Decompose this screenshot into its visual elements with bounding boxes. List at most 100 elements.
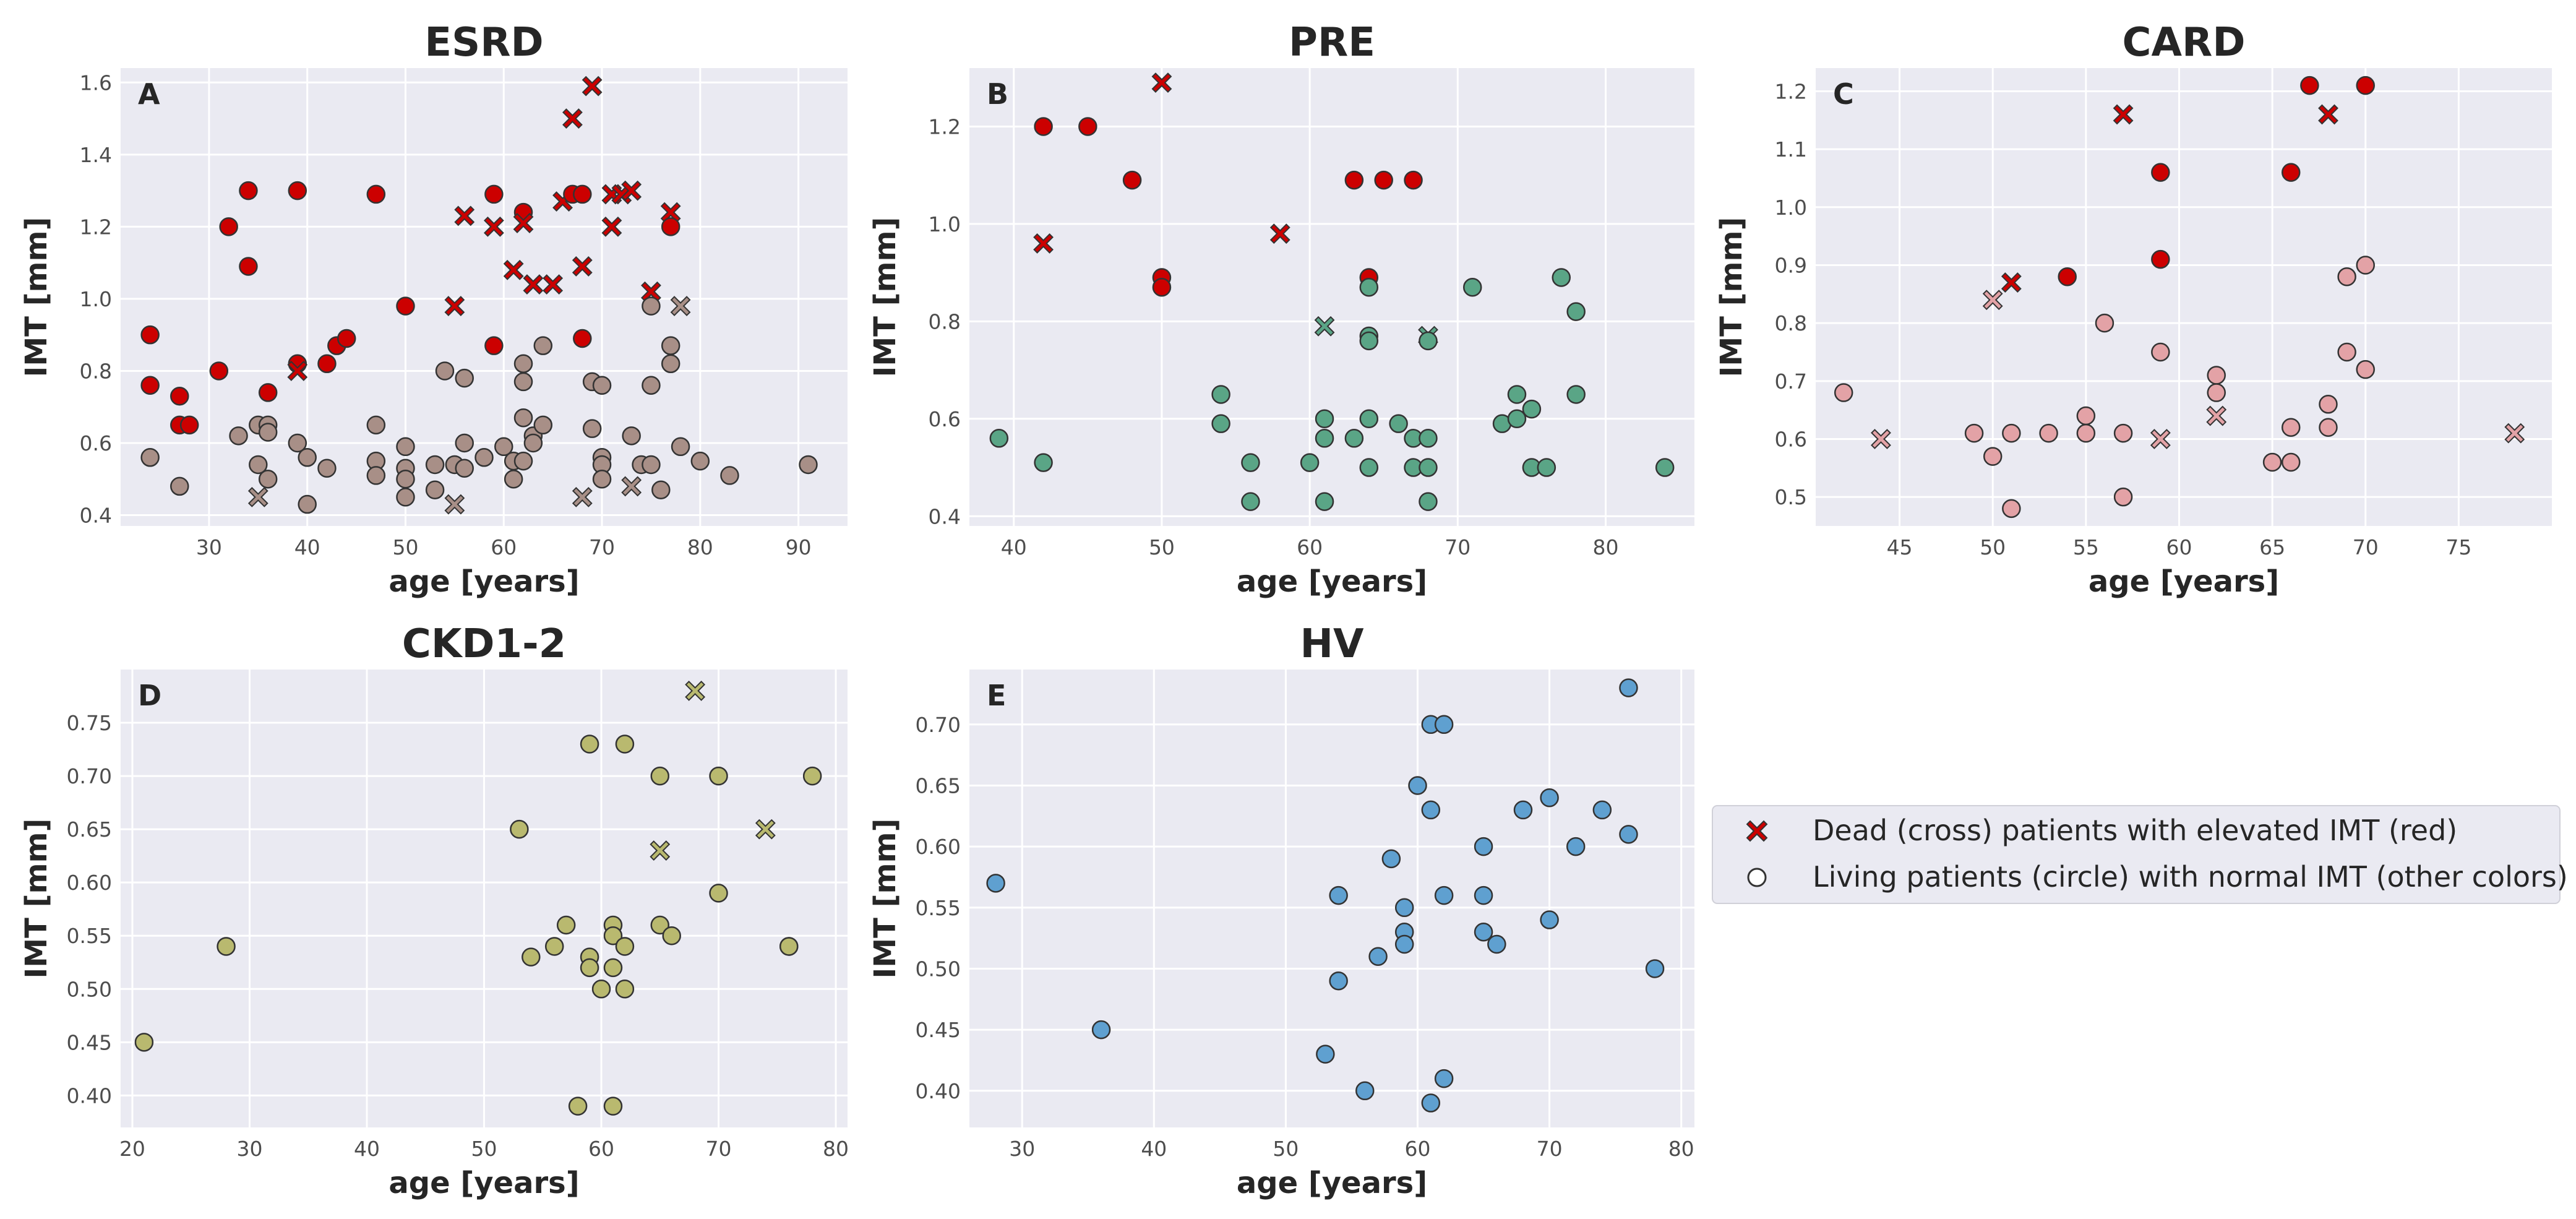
data-point bbox=[1462, 278, 1482, 297]
data-point bbox=[2281, 163, 2301, 182]
data-point-cross bbox=[2113, 104, 2134, 125]
data-point bbox=[1507, 409, 1527, 429]
y-tick-label: 0.55 bbox=[916, 896, 961, 920]
data-point bbox=[1537, 458, 1556, 477]
data-point bbox=[544, 937, 564, 956]
data-point-cross bbox=[572, 486, 593, 507]
y-tick-label: 0.50 bbox=[67, 977, 112, 1001]
y-tick-label: 0.6 bbox=[929, 407, 961, 431]
data-point bbox=[1474, 837, 1493, 856]
data-point-cross bbox=[621, 476, 642, 497]
data-point bbox=[2151, 249, 2170, 269]
x-tick-label: 80 bbox=[687, 535, 713, 559]
panel-b: 40 50 60 70 80 0.4 0.6 0.8 1.0 1.2 PRE age [years] I… bbox=[868, 20, 1694, 599]
legend-box bbox=[1712, 805, 2561, 904]
panel-c: 45 50 55 60 65 70 75 0.5 0.6 0.7 0.8 0.9 1.0 1.1 1.2 CA… bbox=[1714, 20, 2552, 599]
y-tick-label: 1.2 bbox=[929, 114, 961, 139]
data-point bbox=[603, 926, 623, 945]
legend-living-label: Living patients (circle) with normal IMT… bbox=[1813, 860, 2568, 894]
x-tick-label: 50 bbox=[392, 535, 418, 559]
y-tick-label: 0.45 bbox=[916, 1018, 961, 1042]
data-point bbox=[650, 915, 670, 935]
panel-title: CKD1-2 bbox=[402, 621, 566, 667]
y-axis-label: IMT [mm] bbox=[1714, 217, 1749, 377]
data-point bbox=[298, 448, 317, 467]
data-point bbox=[2319, 395, 2338, 414]
data-point bbox=[140, 448, 160, 467]
data-point-cross bbox=[621, 180, 642, 201]
data-point bbox=[1344, 429, 1364, 448]
data-point bbox=[1540, 788, 1559, 808]
data-point bbox=[615, 734, 635, 754]
data-point bbox=[2002, 423, 2021, 443]
x-tick-label: 20 bbox=[119, 1137, 145, 1161]
data-point bbox=[1474, 923, 1493, 942]
data-point bbox=[1329, 971, 1348, 991]
data-point bbox=[2356, 360, 2375, 379]
data-point bbox=[690, 451, 710, 471]
y-tick-label: 0.75 bbox=[67, 711, 112, 735]
x-tick-label: 70 bbox=[1445, 535, 1470, 559]
y-axis-label: IMT [mm] bbox=[868, 217, 903, 377]
x-tick-label: 30 bbox=[196, 535, 222, 559]
data-point bbox=[1315, 492, 1334, 511]
panel-title: CARD bbox=[2123, 20, 2246, 66]
data-point bbox=[1241, 453, 1260, 472]
plot-area-c bbox=[1816, 68, 2552, 526]
data-point bbox=[366, 415, 386, 435]
y-tick-label: 0.40 bbox=[916, 1079, 961, 1103]
data-point bbox=[989, 429, 1009, 448]
data-point bbox=[1434, 885, 1454, 905]
data-point bbox=[642, 376, 661, 395]
y-tick-label: 0.70 bbox=[916, 713, 961, 737]
y-tick-label: 0.55 bbox=[67, 924, 112, 948]
data-point bbox=[239, 181, 258, 200]
data-point-cross bbox=[543, 274, 564, 295]
data-point-cross bbox=[601, 216, 622, 237]
data-point bbox=[455, 459, 474, 478]
x-tick-label: 50 bbox=[1980, 535, 2006, 559]
data-point bbox=[1655, 458, 1675, 477]
data-point bbox=[170, 476, 189, 496]
x-tick-label: 40 bbox=[354, 1137, 380, 1161]
data-point bbox=[170, 386, 189, 406]
x-tick-label: 90 bbox=[786, 535, 812, 559]
data-point bbox=[396, 470, 415, 489]
data-point bbox=[134, 1033, 154, 1052]
y-tick-label: 1.1 bbox=[1775, 137, 1807, 162]
panel-e: 30 40 50 60 70 80 0.40 0.45 0.50 0.55 0.60 0.65 0.70… bbox=[868, 621, 1694, 1200]
data-point bbox=[209, 361, 229, 381]
y-tick-label: 0.8 bbox=[1775, 311, 1807, 335]
data-point bbox=[591, 980, 611, 999]
data-point bbox=[219, 217, 238, 236]
y-tick-label: 1.2 bbox=[1775, 79, 1807, 103]
data-point bbox=[1368, 947, 1388, 966]
data-point-cross bbox=[572, 256, 593, 277]
data-point bbox=[510, 819, 529, 839]
data-point bbox=[1566, 837, 1586, 856]
data-point bbox=[2281, 452, 2301, 472]
data-point bbox=[1434, 1069, 1454, 1088]
data-point bbox=[1034, 453, 1053, 472]
data-point bbox=[140, 376, 160, 395]
data-point bbox=[513, 354, 533, 374]
data-point-cross bbox=[650, 840, 671, 861]
data-point bbox=[592, 376, 612, 395]
data-point bbox=[1419, 429, 1438, 448]
data-point bbox=[1566, 385, 1586, 404]
data-point-cross bbox=[670, 296, 691, 316]
data-point-cross bbox=[287, 361, 308, 381]
panel-title: ESRD bbox=[424, 20, 543, 66]
panel-a: 30 40 50 60 70 80 90 0.4 0.6 0.8 1.0 1.2 1.4 1.6 ESRD a… bbox=[19, 20, 848, 599]
data-point-cross bbox=[2150, 429, 2171, 449]
data-point bbox=[1359, 409, 1379, 429]
data-point bbox=[1404, 170, 1423, 190]
data-point bbox=[651, 480, 671, 499]
data-point bbox=[1122, 170, 1142, 190]
data-point bbox=[1374, 170, 1393, 190]
plot-area-b bbox=[969, 68, 1694, 526]
data-point bbox=[337, 329, 356, 348]
y-tick-label: 0.6 bbox=[1775, 427, 1807, 451]
data-point-cross bbox=[562, 108, 583, 129]
data-point bbox=[1359, 331, 1379, 351]
